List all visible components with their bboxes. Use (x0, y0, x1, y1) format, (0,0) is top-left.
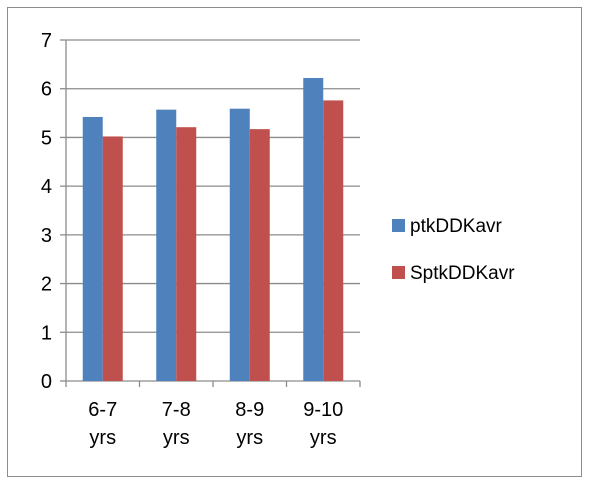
y-tick-label: 0 (41, 371, 52, 393)
bar-SptkDDKavr-3 (323, 100, 344, 382)
legend-label-SptkDDKavr: SptkDDKavr (410, 263, 515, 284)
axis-labels: 0 1 2 3 4 5 6 7 6-7 yrs 7-8 yrs 8-9 yrs 9-10 yrs (41, 30, 343, 449)
y-tick-label: 1 (41, 322, 52, 344)
y-tick-label: 2 (41, 274, 52, 296)
x-category-label: 6-7 (88, 399, 117, 421)
bar-ptkDDKavr-2 (229, 108, 250, 382)
x-category-label: yrs (163, 427, 190, 449)
x-category-label: yrs (236, 427, 263, 449)
chart-frame: 0 1 2 3 4 5 6 7 6-7 yrs 7-8 yrs 8-9 yrs 9-10 yrs ptkDDK… (7, 7, 582, 477)
legend-label-ptkDDKavr: ptkDDKavr (410, 216, 503, 237)
x-category-label: yrs (310, 427, 337, 449)
y-tick-label: 7 (41, 30, 52, 52)
bar-SptkDDKavr-0 (102, 136, 123, 381)
legend: ptkDDKavr SptkDDKavr (392, 216, 515, 284)
legend-swatch-ptkDDKavr (392, 219, 405, 232)
bar-ptkDDKavr-1 (156, 109, 177, 381)
bar-ptkDDKavr-3 (303, 77, 324, 382)
x-category-label: 8-9 (235, 399, 264, 421)
x-category-label: yrs (89, 427, 116, 449)
y-tick-label: 4 (41, 176, 52, 198)
legend-swatch-SptkDDKavr (392, 266, 405, 279)
y-tick-label: 3 (41, 225, 52, 247)
x-category-label: 7-8 (162, 399, 191, 421)
bar-ptkDDKavr-0 (82, 116, 103, 382)
bar-SptkDDKavr-1 (176, 127, 197, 381)
bar-SptkDDKavr-2 (249, 129, 270, 381)
y-tick-label: 6 (41, 79, 52, 101)
y-tick-label: 5 (41, 127, 52, 149)
bar-chart: 0 1 2 3 4 5 6 7 6-7 yrs 7-8 yrs 8-9 yrs 9-10 yrs ptkDDK… (41, 30, 515, 449)
x-category-label: 9-10 (303, 399, 343, 421)
bars (82, 77, 344, 382)
